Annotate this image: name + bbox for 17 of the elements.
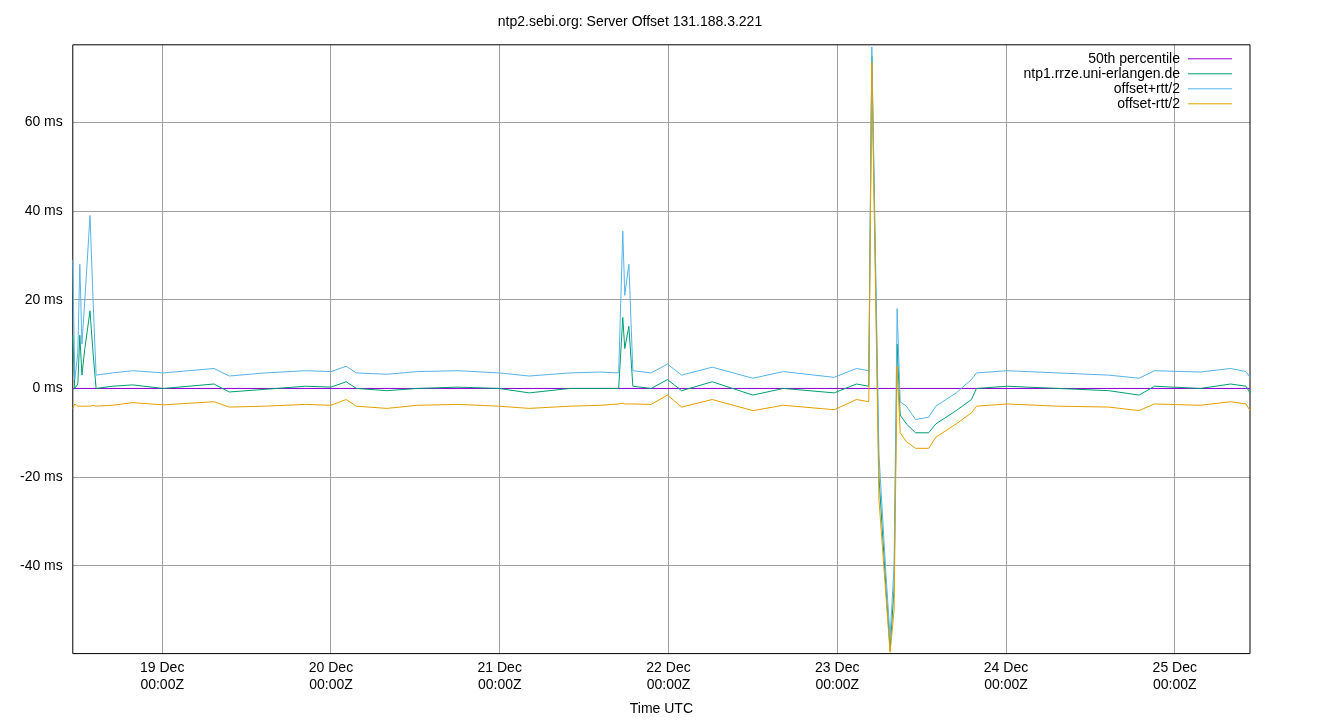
y-tick-label: 20 ms <box>24 290 63 307</box>
legend-label: offset-rtt/2 <box>1117 94 1181 111</box>
x-tick-label: 20 Dec 00:00Z <box>308 658 354 692</box>
y-tick-label: 0 ms <box>32 379 63 396</box>
x-tick-label: 22 Dec 00:00Z <box>646 658 691 692</box>
y-tick-label: 60 ms <box>24 113 63 130</box>
y-tick-label: -20 ms <box>19 467 63 484</box>
x-tick-label: 25 Dec 00:00Z <box>1152 658 1197 692</box>
x-tick-label: 24 Dec 00:00Z <box>983 658 1029 692</box>
chart-title: ntp2.sebi.org: Server Offset 131.188.3.221 <box>497 13 763 30</box>
x-tick-label: 21 Dec 00:00Z <box>477 658 522 692</box>
legend-label: 50th percentile <box>1088 49 1181 66</box>
x-axis-title: Time UTC <box>629 700 694 717</box>
y-tick-label: 40 ms <box>24 201 63 218</box>
x-tick-label: 19 Dec 00:00Z <box>140 658 185 692</box>
y-tick-label: -40 ms <box>19 556 63 573</box>
x-tick-label: 23 Dec 00:00Z <box>815 658 860 692</box>
